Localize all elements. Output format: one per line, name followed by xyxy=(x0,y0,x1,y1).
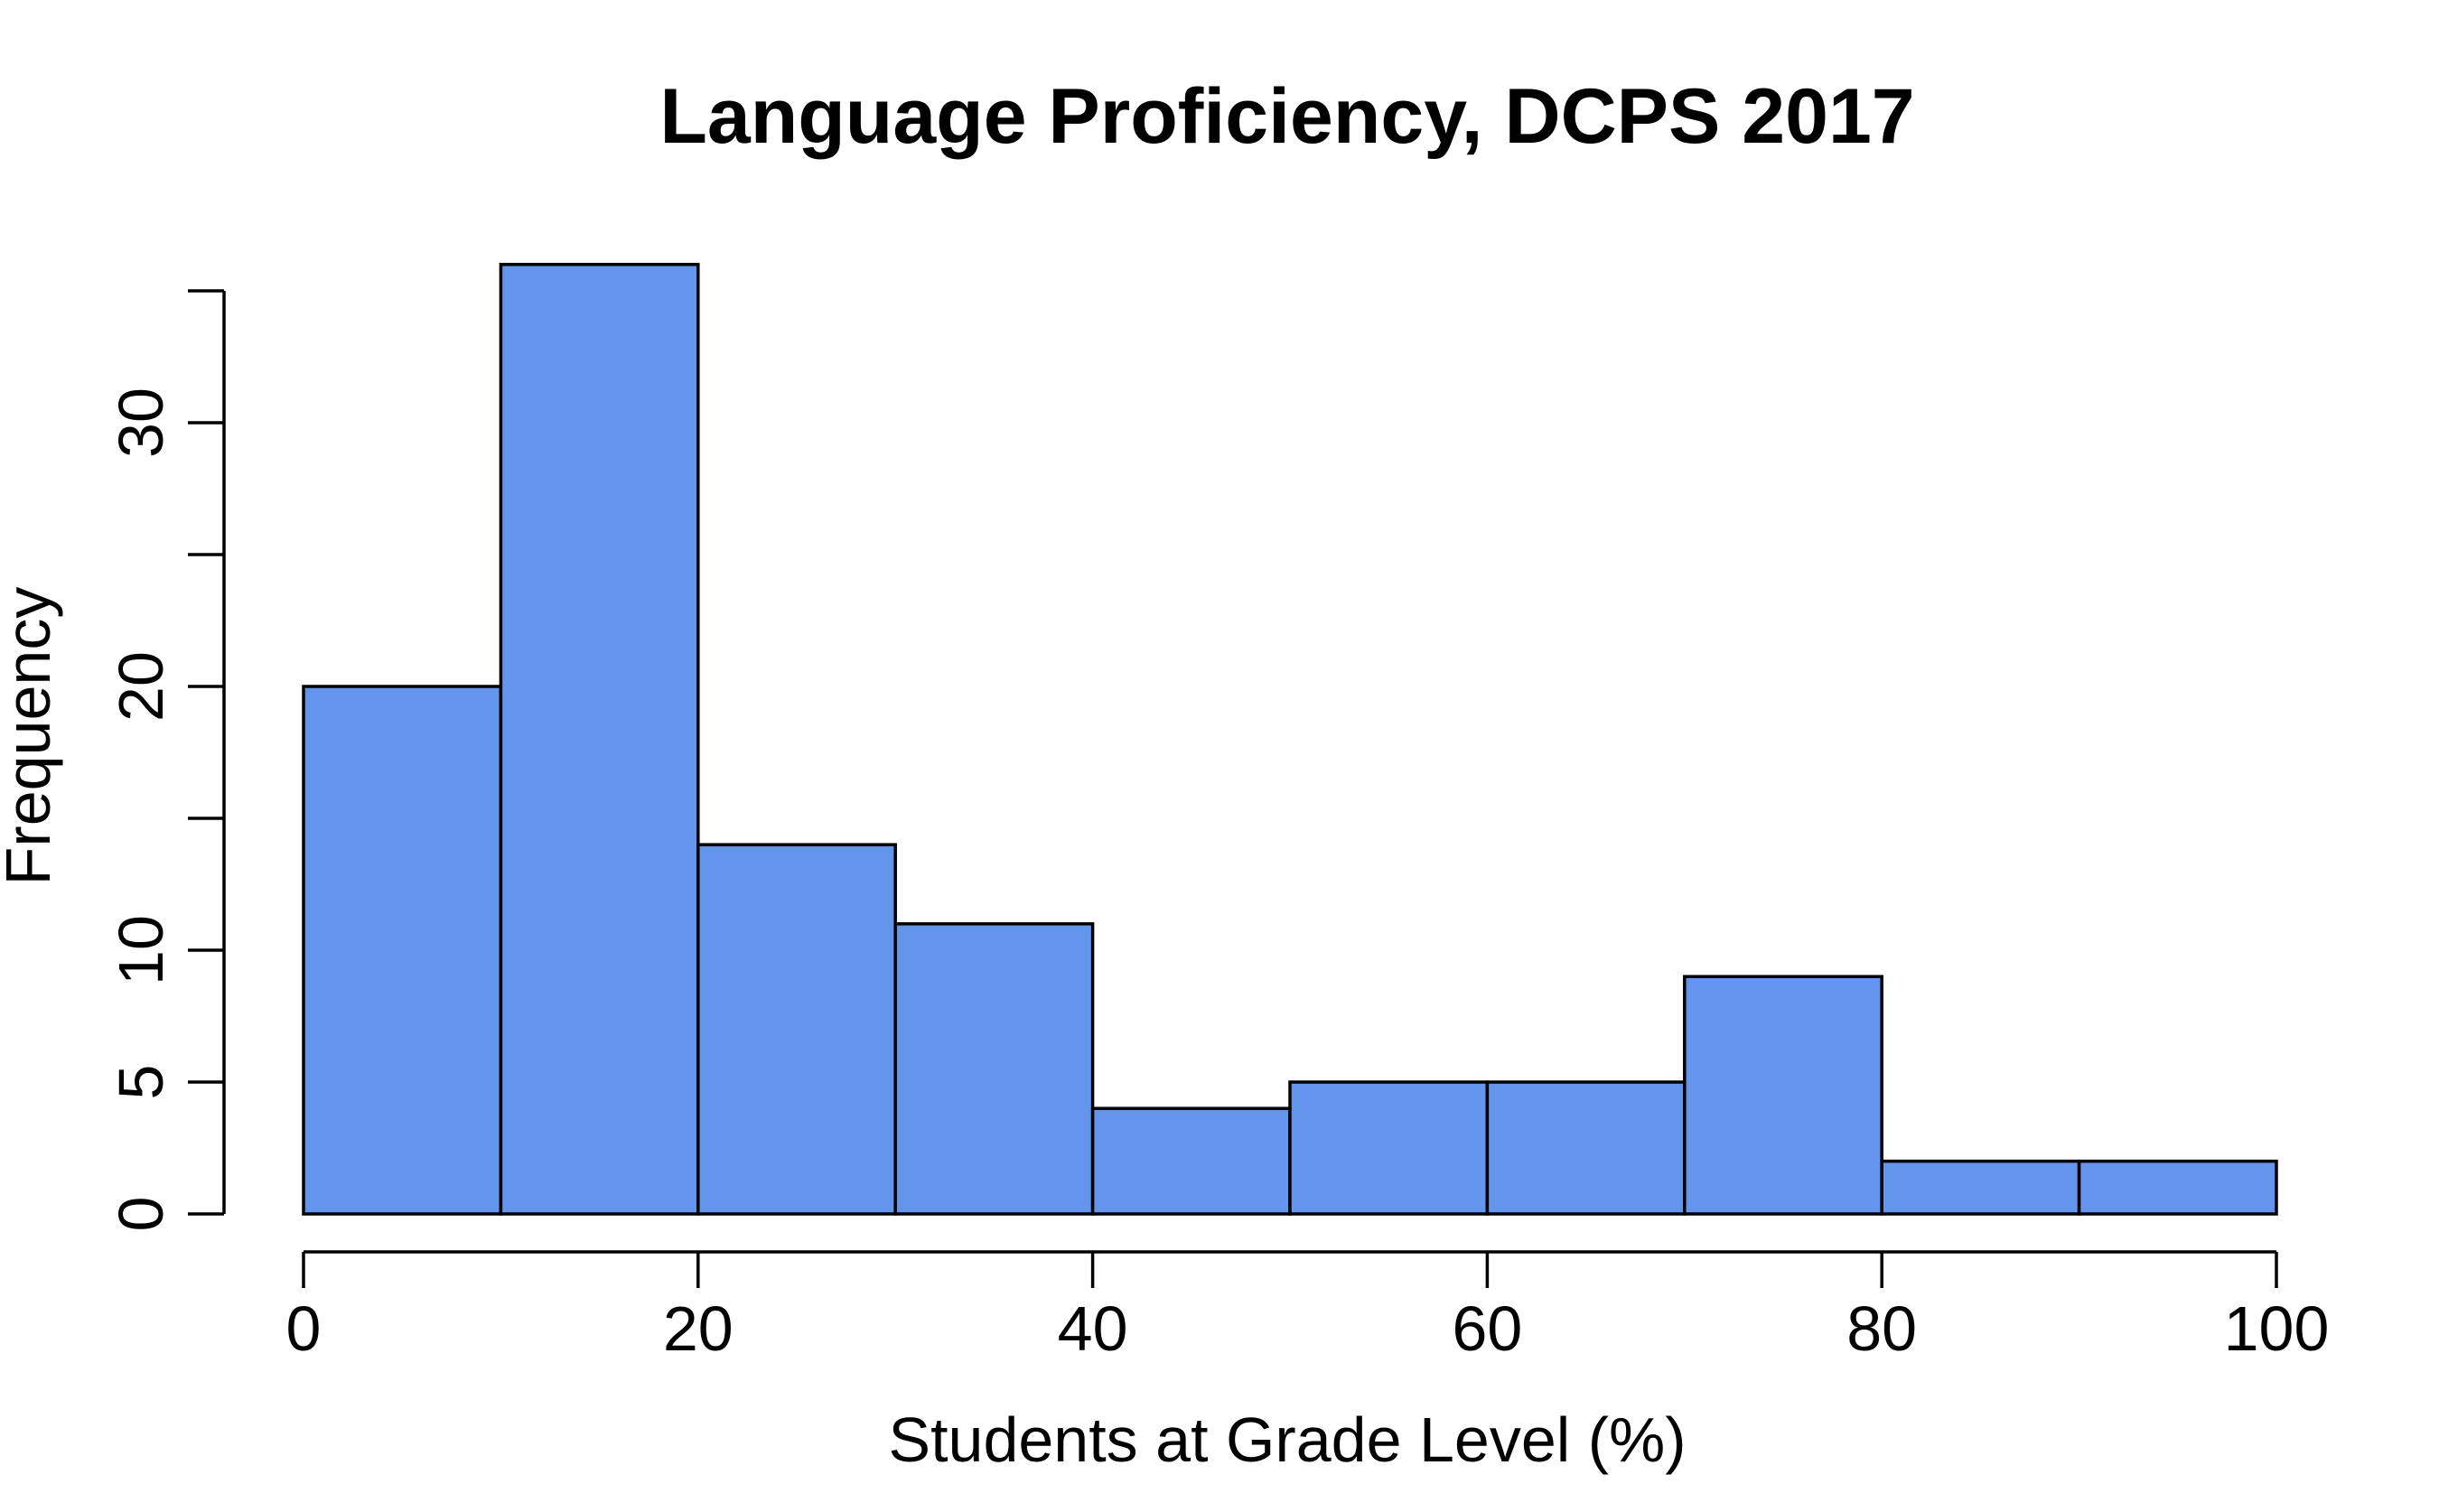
histogram-bar-3 xyxy=(893,922,1095,1216)
y-tick-label: 10 xyxy=(106,915,176,985)
x-tick-label: 20 xyxy=(663,1293,734,1364)
histogram-bar-4 xyxy=(1090,1106,1292,1216)
x-axis: 0 20 40 60 80 100 xyxy=(286,1250,2330,1364)
x-tick-label: 100 xyxy=(2224,1293,2330,1364)
x-axis-label: Students at Grade Level (%) xyxy=(888,1405,1686,1475)
bars-group xyxy=(302,263,2278,1216)
histogram-bar-1 xyxy=(499,263,700,1216)
y-axis-label: Frequency xyxy=(0,587,63,886)
x-tick-label: 60 xyxy=(1452,1293,1522,1364)
y-axis: 0 5 10 20 30 xyxy=(106,289,226,1232)
histogram-bar-2 xyxy=(696,843,897,1216)
y-tick-label: 30 xyxy=(106,387,176,458)
histogram-bar-9 xyxy=(2077,1159,2278,1216)
histogram-bar-6 xyxy=(1485,1080,1687,1216)
y-tick-label: 5 xyxy=(106,1065,176,1100)
histogram-bar-5 xyxy=(1288,1080,1490,1216)
x-tick-label: 80 xyxy=(1846,1293,1917,1364)
chart-title: Language Proficiency, DCPS 2017 xyxy=(659,73,1914,160)
x-tick-label: 40 xyxy=(1058,1293,1128,1364)
histogram-bar-0 xyxy=(302,685,503,1216)
y-tick-label: 20 xyxy=(106,651,176,722)
x-tick-label: 0 xyxy=(286,1293,322,1364)
histogram-bar-8 xyxy=(1880,1159,2081,1216)
histogram-bar-7 xyxy=(1683,975,1883,1216)
y-tick-label: 0 xyxy=(106,1197,176,1232)
